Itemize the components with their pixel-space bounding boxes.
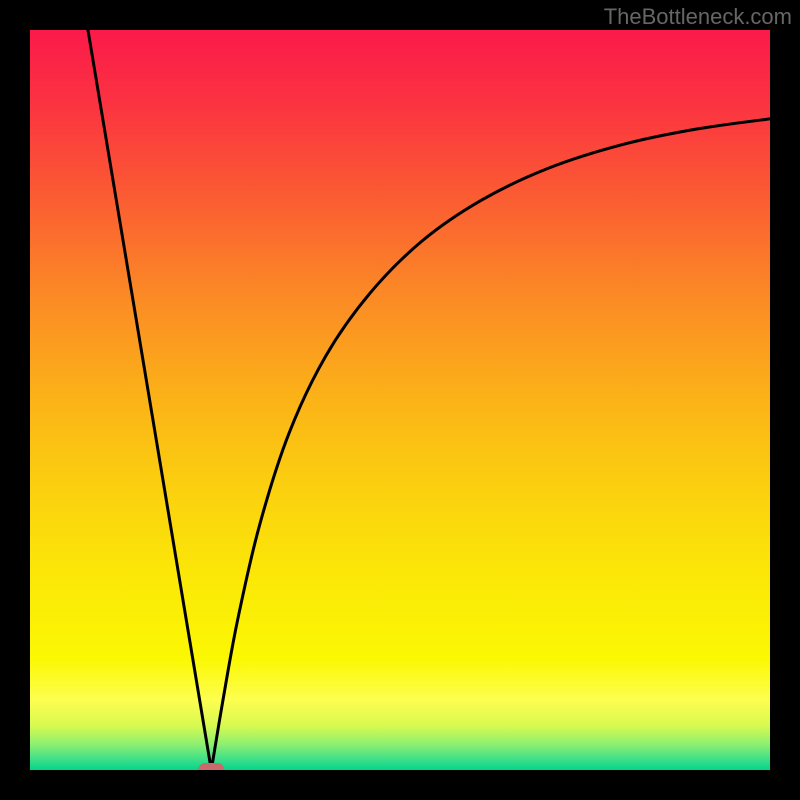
watermark-text: TheBottleneck.com (604, 4, 792, 30)
bottleneck-chart (0, 0, 800, 800)
chart-root: TheBottleneck.com (0, 0, 800, 800)
chart-background-gradient (30, 30, 770, 770)
